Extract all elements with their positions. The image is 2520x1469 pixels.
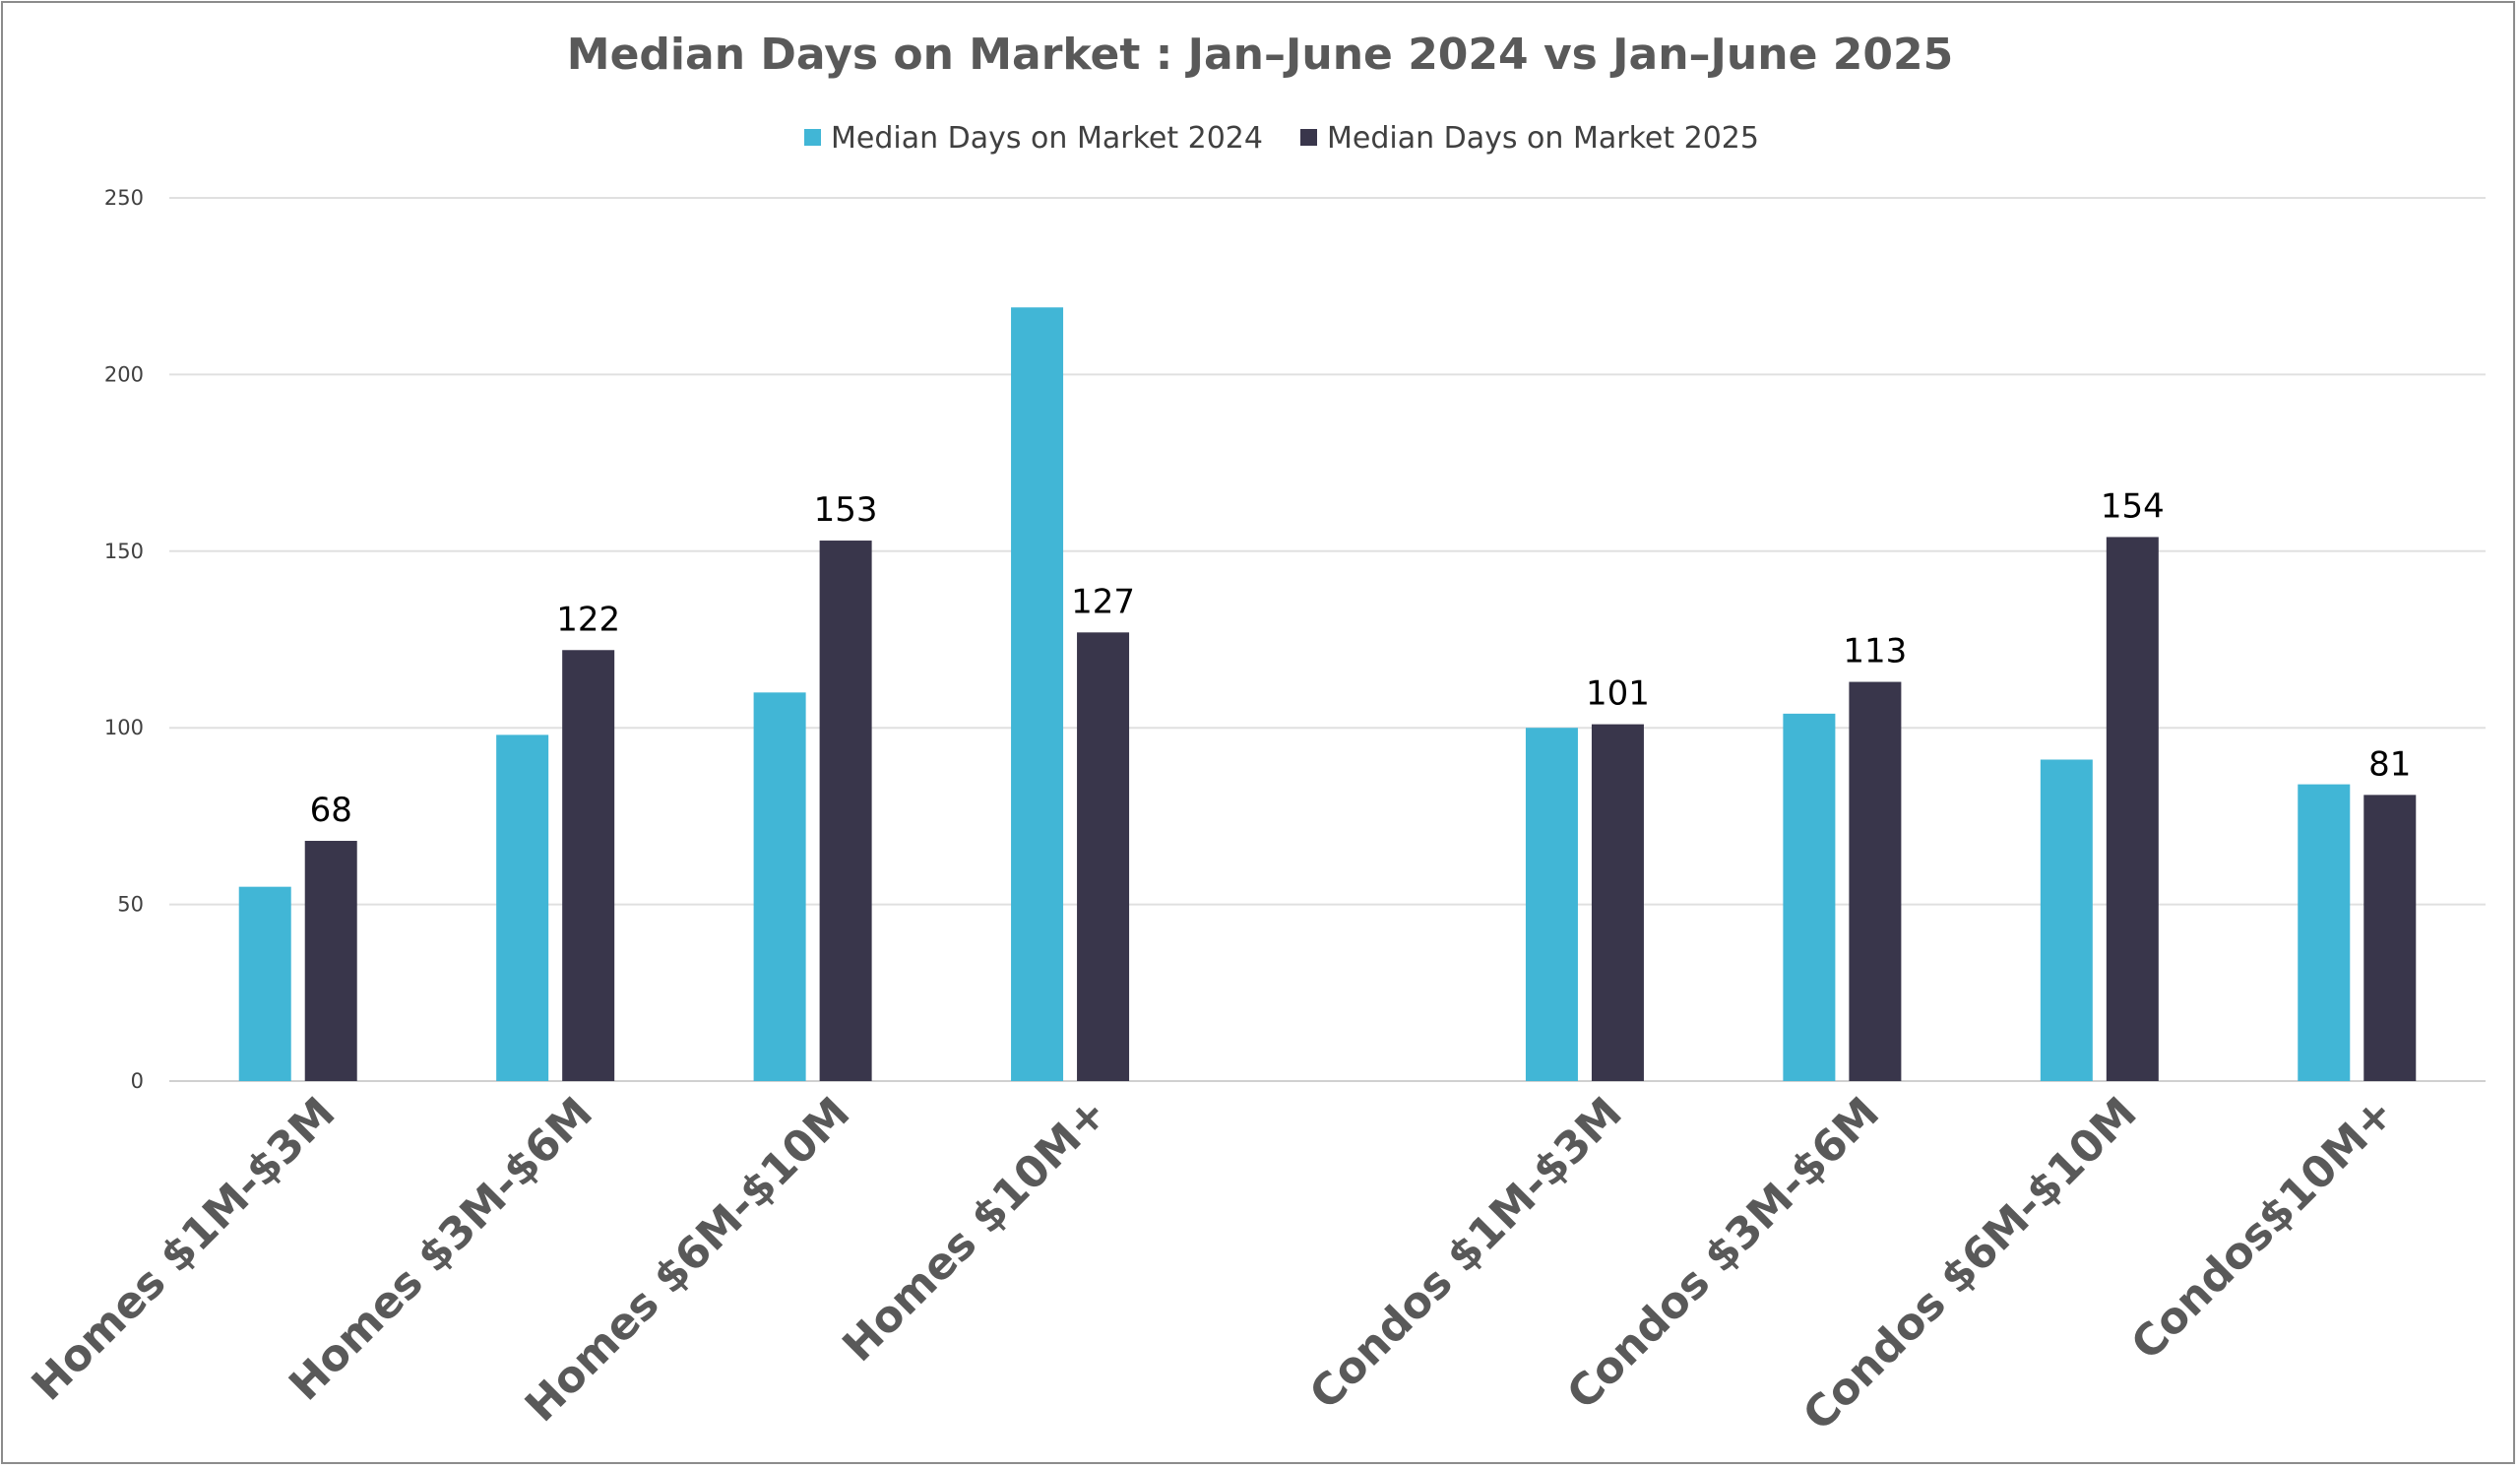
bar-2024	[2298, 784, 2351, 1081]
y-tick-label: 0	[131, 1069, 144, 1093]
bar-2024	[238, 886, 291, 1081]
y-tick-label: 250	[104, 186, 144, 210]
bar-2025	[562, 650, 615, 1081]
bar-2024	[1011, 307, 1064, 1081]
y-tick-label: 100	[104, 716, 144, 739]
bar-2025	[304, 841, 357, 1081]
legend: Median Days on Market 2024 Median Days on…	[804, 121, 1759, 156]
legend-swatch	[1300, 129, 1317, 146]
bar-2025	[1849, 681, 1902, 1081]
bar-2025	[819, 541, 872, 1081]
y-tick-label: 50	[117, 893, 144, 917]
data-label: 122	[556, 600, 620, 639]
legend-swatch	[804, 129, 821, 146]
bar-2025	[1077, 632, 1130, 1081]
bars	[238, 307, 2417, 1081]
bar-2024	[1783, 713, 1836, 1081]
bar-2024	[1525, 728, 1578, 1081]
bar-2025	[2363, 795, 2417, 1081]
gridlines	[169, 197, 2486, 1082]
data-label: 113	[1843, 632, 1907, 671]
y-tick-label: 200	[104, 362, 144, 386]
data-label: 81	[2368, 744, 2411, 784]
y-axis: 0 50 100 150 200 250	[104, 186, 144, 1093]
x-tick-label: Homes $10M+	[834, 1088, 1117, 1372]
legend-label: Median Days on Market 2024	[831, 121, 1263, 156]
data-label: 153	[814, 490, 878, 530]
bar-2025	[1591, 724, 1644, 1081]
data-labels: 68 122 153 127 101 113 154 81	[310, 486, 2412, 830]
legend-label: Median Days on Market 2025	[1327, 121, 1759, 156]
bar-2024	[496, 734, 549, 1081]
data-label: 127	[1071, 582, 1135, 621]
data-label: 101	[1586, 674, 1650, 714]
data-label: 68	[310, 791, 352, 830]
x-tick-label: Condos$10M+	[2121, 1088, 2404, 1371]
y-tick-label: 150	[104, 540, 144, 563]
bar-2024	[753, 692, 806, 1081]
chart-title: Median Days on Market : Jan–June 2024 vs…	[567, 30, 1953, 80]
bar-2025	[2106, 537, 2159, 1081]
bar-2024	[2040, 759, 2093, 1081]
data-label: 154	[2101, 486, 2165, 526]
